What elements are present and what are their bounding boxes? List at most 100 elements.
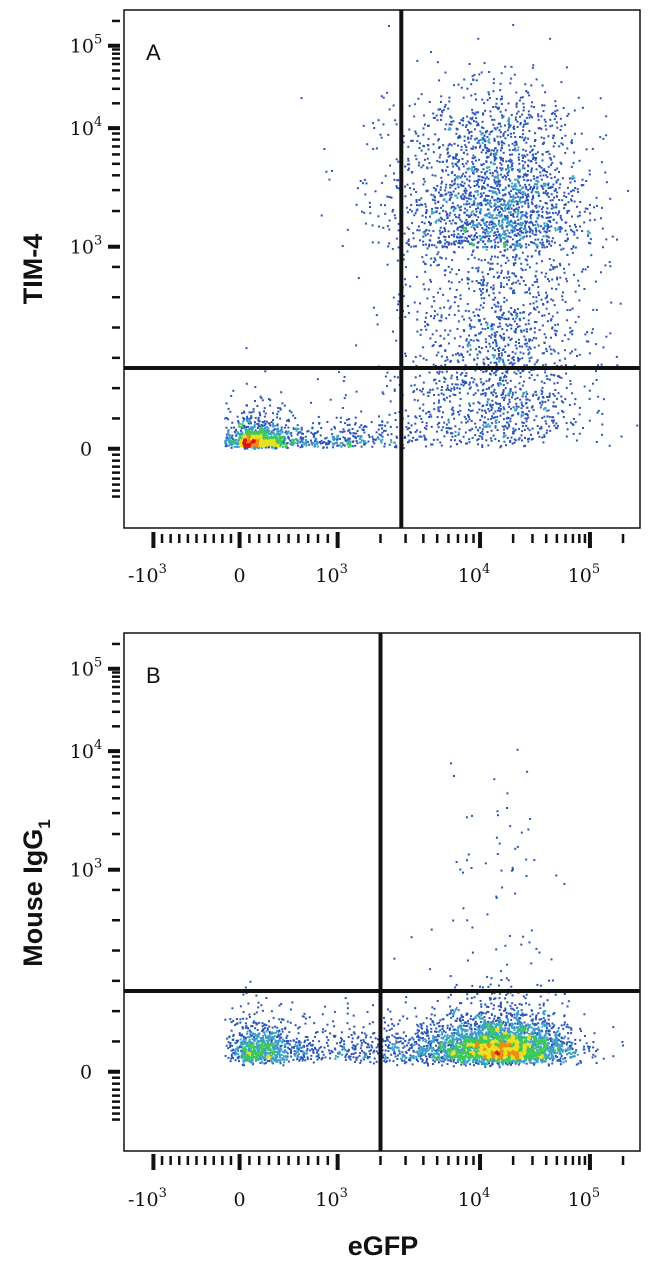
event-dot bbox=[604, 264, 607, 267]
event-dot bbox=[456, 226, 459, 229]
event-dot bbox=[540, 166, 543, 169]
event-dot bbox=[392, 296, 395, 299]
event-dot bbox=[514, 227, 517, 230]
event-dot bbox=[383, 445, 386, 448]
event-dot bbox=[488, 221, 491, 224]
event-dot bbox=[572, 175, 575, 178]
event-dot bbox=[292, 414, 295, 417]
event-dot bbox=[478, 320, 481, 323]
event-dot bbox=[482, 113, 484, 116]
event-dot bbox=[244, 444, 246, 447]
event-dot bbox=[594, 343, 597, 346]
event-dot bbox=[537, 432, 540, 435]
event-dot bbox=[542, 408, 545, 411]
event-dot bbox=[512, 249, 515, 252]
event-dot bbox=[497, 108, 500, 111]
event-dot bbox=[480, 194, 483, 197]
event-dot bbox=[339, 416, 342, 419]
event-dot bbox=[516, 315, 519, 318]
event-dot bbox=[528, 227, 531, 230]
event-dot bbox=[499, 236, 502, 239]
event-dot bbox=[544, 182, 547, 185]
event-dot bbox=[448, 395, 451, 398]
event-dot bbox=[533, 186, 536, 189]
event-dot bbox=[470, 211, 473, 214]
event-dot bbox=[476, 226, 479, 228]
event-dot bbox=[548, 425, 551, 428]
event-dot bbox=[566, 115, 569, 117]
event-dot bbox=[467, 136, 470, 139]
event-dot bbox=[527, 202, 530, 205]
event-dot bbox=[522, 191, 525, 193]
event-dot bbox=[398, 293, 401, 296]
event-dot bbox=[509, 441, 512, 443]
event-dot bbox=[338, 371, 341, 374]
event-dot bbox=[381, 438, 384, 441]
event-dot bbox=[414, 415, 417, 418]
event-dot bbox=[529, 145, 532, 148]
event-dot bbox=[492, 186, 495, 189]
event-dot bbox=[546, 429, 549, 432]
event-dot bbox=[616, 364, 619, 367]
event-dot bbox=[469, 205, 472, 208]
event-dot bbox=[531, 406, 534, 409]
event-dot bbox=[257, 433, 260, 435]
event-dot bbox=[362, 182, 364, 185]
event-dot bbox=[572, 246, 575, 249]
event-dot bbox=[572, 161, 575, 164]
event-dot bbox=[503, 232, 506, 235]
event-dot bbox=[482, 424, 485, 427]
event-dot bbox=[345, 439, 348, 442]
event-dot bbox=[424, 158, 426, 161]
event-dot bbox=[444, 71, 447, 74]
event-dot bbox=[499, 162, 502, 165]
event-dot bbox=[516, 314, 519, 317]
event-dot bbox=[552, 136, 554, 139]
event-dot bbox=[505, 375, 508, 378]
event-dot bbox=[243, 441, 246, 444]
event-dot bbox=[484, 328, 487, 331]
event-dot bbox=[465, 338, 468, 341]
event-dot bbox=[449, 271, 452, 274]
event-dot bbox=[419, 333, 422, 336]
event-dot bbox=[447, 299, 450, 302]
event-dot bbox=[522, 231, 524, 234]
event-dot bbox=[424, 123, 426, 126]
event-dot bbox=[535, 262, 538, 265]
event-dot bbox=[253, 425, 256, 428]
event-dot bbox=[515, 112, 518, 115]
event-dot bbox=[470, 83, 473, 86]
event-dot bbox=[243, 426, 246, 429]
event-dot bbox=[444, 363, 447, 366]
event-dot bbox=[530, 167, 533, 170]
event-dot bbox=[448, 100, 451, 103]
event-dot bbox=[455, 288, 458, 291]
event-dot bbox=[397, 160, 400, 163]
event-dot bbox=[460, 145, 463, 148]
event-dot bbox=[472, 145, 475, 148]
event-dot bbox=[480, 381, 483, 384]
event-dot bbox=[246, 415, 249, 418]
event-dot bbox=[255, 444, 258, 447]
event-dot bbox=[457, 431, 460, 434]
event-dot bbox=[272, 429, 275, 432]
event-dot bbox=[541, 104, 544, 107]
event-dot bbox=[540, 392, 543, 395]
event-dot bbox=[484, 173, 487, 176]
event-dot bbox=[552, 299, 555, 302]
event-dot bbox=[496, 262, 499, 265]
event-dot bbox=[533, 327, 536, 330]
event-dot bbox=[481, 227, 484, 230]
event-dot bbox=[391, 210, 394, 213]
event-dot bbox=[511, 357, 514, 360]
event-dot bbox=[466, 240, 469, 243]
event-dot bbox=[449, 305, 452, 308]
event-dot bbox=[422, 164, 425, 167]
event-dot bbox=[241, 431, 244, 434]
event-dot bbox=[250, 434, 253, 437]
event-dot bbox=[480, 126, 483, 129]
event-dot bbox=[527, 113, 530, 116]
event-dot bbox=[484, 187, 487, 190]
event-dot bbox=[494, 374, 497, 377]
event-dot bbox=[352, 440, 354, 443]
